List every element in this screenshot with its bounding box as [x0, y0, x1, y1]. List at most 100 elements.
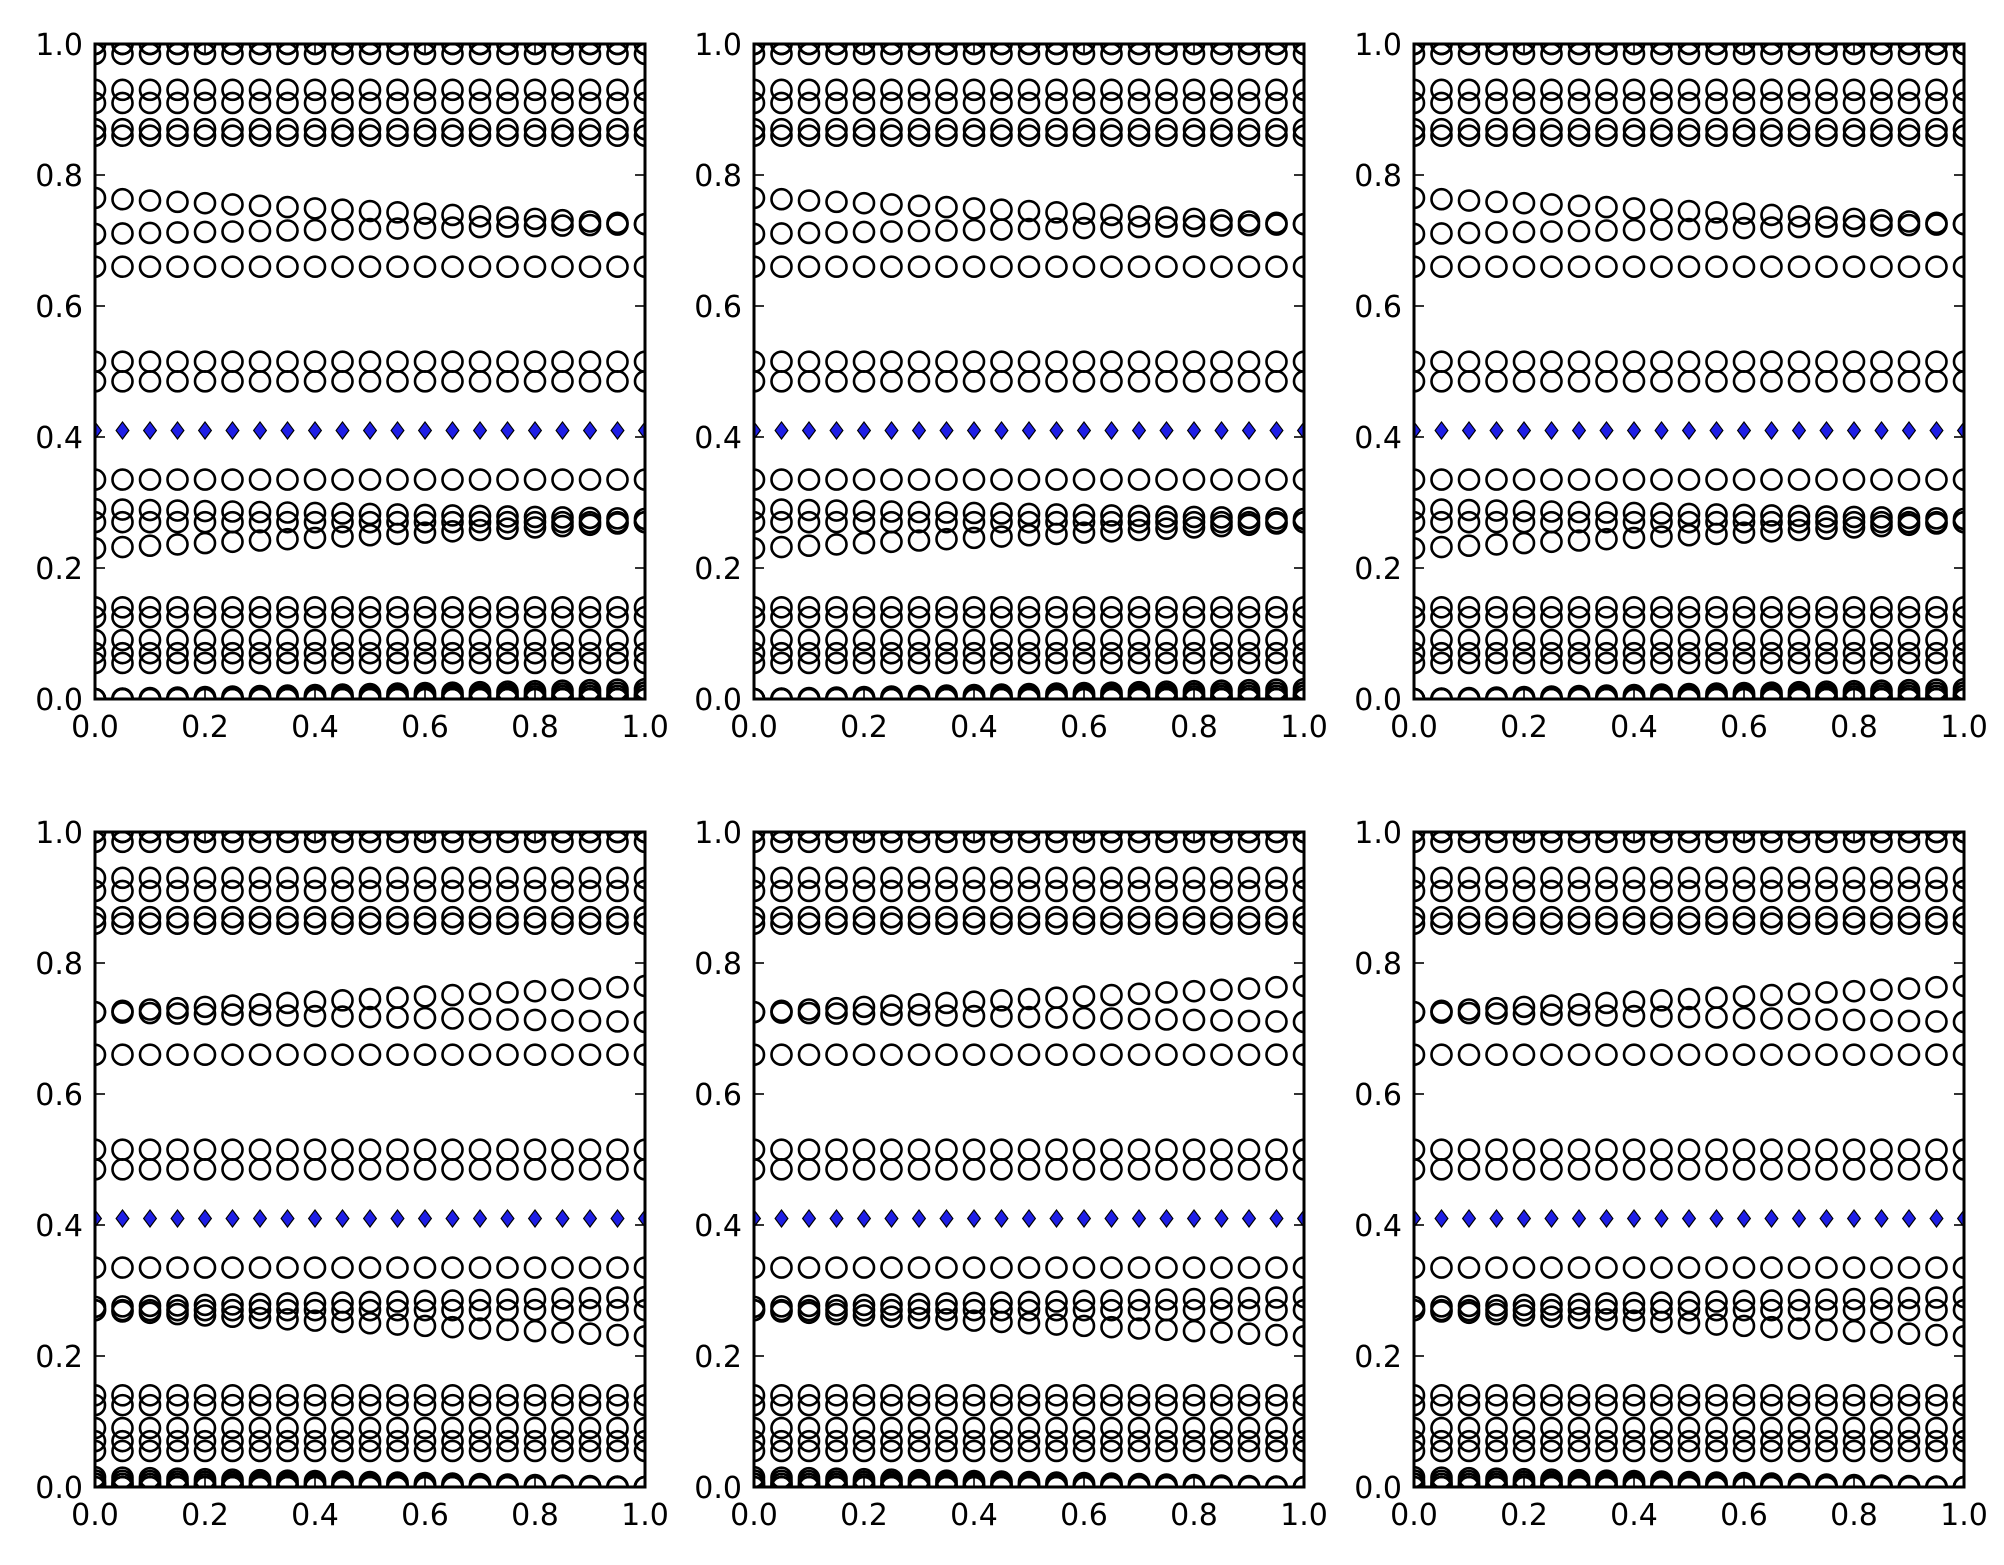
- circle-marker: [797, 350, 821, 373]
- y-tick-label: 1.0: [1354, 28, 1402, 63]
- circle-marker: [1815, 651, 1838, 675]
- circle-marker: [1182, 1319, 1206, 1343]
- circle-marker: [1815, 468, 1838, 491]
- circle-marker: [358, 44, 382, 56]
- circle-marker: [1182, 628, 1206, 652]
- circle-marker: [1512, 1293, 1536, 1317]
- diamond-marker: [1736, 1208, 1752, 1228]
- circle-marker: [1414, 186, 1426, 210]
- x-tick-label: 0.4: [1610, 710, 1658, 745]
- circle-marker: [825, 1467, 848, 1487]
- circle-marker: [754, 879, 766, 903]
- circle-marker: [95, 1429, 107, 1453]
- circle-marker: [1430, 1158, 1453, 1181]
- circle-marker: [1045, 44, 1068, 66]
- circle-marker: [1292, 44, 1304, 66]
- diamond-marker: [225, 420, 240, 440]
- circle-marker: [331, 989, 354, 1012]
- circle-marker: [935, 1416, 958, 1440]
- circle-marker: [1237, 468, 1261, 491]
- circle-marker: [1705, 124, 1728, 147]
- circle-marker: [1210, 44, 1233, 66]
- circle-marker: [1925, 1286, 1948, 1309]
- circle-marker: [880, 832, 903, 844]
- circle-marker: [1705, 1256, 1728, 1279]
- circle-marker: [331, 905, 354, 929]
- circle-marker: [523, 350, 547, 373]
- circle-marker: [1705, 1298, 1728, 1322]
- circle-marker: [111, 350, 134, 373]
- circle-marker: [770, 879, 793, 903]
- circle-marker: [193, 641, 217, 665]
- circle-marker: [523, 832, 547, 854]
- diamond-marker: [1956, 420, 1964, 440]
- circle-marker: [1100, 879, 1123, 903]
- circle-marker: [825, 1439, 848, 1463]
- circle-marker: [935, 832, 958, 844]
- circle-marker: [1650, 879, 1673, 903]
- circle-marker: [1265, 468, 1288, 491]
- y-tick-label: 1.0: [1354, 816, 1402, 851]
- circle-marker: [1540, 1138, 1563, 1161]
- circle-marker: [907, 595, 931, 619]
- circle-marker: [1732, 1471, 1756, 1487]
- circle-marker: [578, 117, 602, 141]
- circle-marker: [1677, 628, 1701, 652]
- circle-marker: [990, 912, 1013, 936]
- circle-marker: [1072, 255, 1096, 279]
- circle-marker: [248, 1003, 272, 1027]
- circle-marker: [111, 1416, 134, 1440]
- circle-marker: [1127, 605, 1151, 629]
- circle-marker: [331, 370, 354, 393]
- circle-marker: [1072, 1158, 1096, 1181]
- circle-marker: [852, 468, 876, 491]
- circle-marker: [551, 641, 574, 665]
- circle-marker: [606, 44, 629, 56]
- circle-marker: [1127, 1256, 1151, 1279]
- circle-marker: [1017, 687, 1041, 699]
- circle-marker: [1650, 1384, 1673, 1407]
- circle-marker: [166, 468, 189, 491]
- circle-marker: [1210, 912, 1233, 936]
- circle-marker: [1595, 44, 1618, 66]
- circle-marker: [193, 44, 217, 66]
- circle-marker: [1182, 468, 1206, 491]
- circle-marker: [797, 1393, 821, 1417]
- circle-marker: [1760, 370, 1783, 393]
- circle-marker: [1210, 1429, 1233, 1453]
- circle-marker: [358, 879, 382, 903]
- circle-marker: [1677, 44, 1701, 66]
- circle-marker: [1897, 506, 1921, 530]
- circle-marker: [496, 505, 519, 528]
- circle-marker: [1842, 1473, 1866, 1487]
- circle-marker: [825, 641, 848, 665]
- circle-marker: [1430, 91, 1453, 115]
- circle-marker: [221, 912, 244, 936]
- circle-marker: [1457, 78, 1481, 102]
- circle-marker: [633, 905, 645, 929]
- circle-marker: [1210, 832, 1233, 844]
- circle-marker: [1182, 651, 1206, 675]
- circle-marker: [441, 44, 464, 66]
- circle-marker: [1072, 651, 1096, 675]
- circle-marker: [1595, 1384, 1618, 1407]
- circle-marker: [386, 255, 409, 279]
- circle-marker: [386, 986, 409, 1010]
- circle-marker: [990, 628, 1013, 652]
- circle-marker: [1622, 510, 1646, 534]
- circle-marker: [1237, 687, 1261, 699]
- circle-marker: [1595, 219, 1618, 242]
- circle-marker: [496, 687, 519, 699]
- circle-marker: [1952, 628, 1964, 652]
- circle-marker: [1512, 651, 1536, 675]
- circle-marker: [1045, 1313, 1068, 1336]
- circle-marker: [1265, 44, 1288, 66]
- circle-marker: [1182, 350, 1206, 373]
- circle-marker: [880, 124, 903, 147]
- circle-marker: [754, 1384, 766, 1407]
- circle-marker: [1100, 832, 1123, 844]
- circle-marker: [303, 651, 327, 675]
- diamond-marker: [801, 420, 817, 440]
- circle-marker: [276, 124, 299, 147]
- circle-marker: [1127, 628, 1151, 652]
